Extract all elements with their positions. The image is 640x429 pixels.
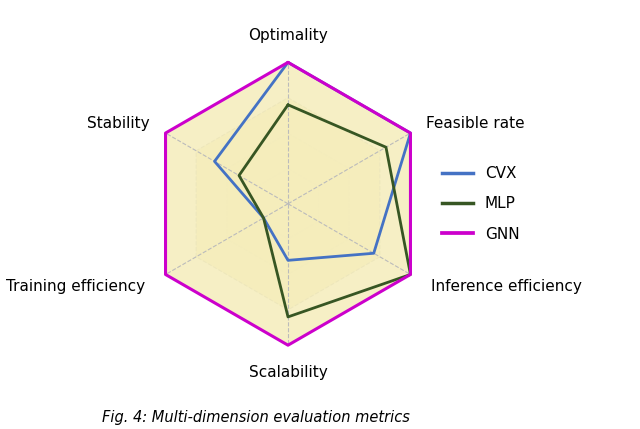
Text: Stability: Stability xyxy=(87,116,150,131)
Text: Training efficiency: Training efficiency xyxy=(6,279,145,294)
Text: Optimality: Optimality xyxy=(248,27,328,42)
Text: Scalability: Scalability xyxy=(248,365,328,380)
Polygon shape xyxy=(196,98,380,310)
Text: Inference efficiency: Inference efficiency xyxy=(431,279,582,294)
Legend: CVX, MLP, GNN: CVX, MLP, GNN xyxy=(436,160,525,248)
Polygon shape xyxy=(227,133,349,275)
Text: Fig. 4: Multi-dimension evaluation metrics: Fig. 4: Multi-dimension evaluation metri… xyxy=(102,410,410,425)
Text: Feasible rate: Feasible rate xyxy=(426,116,525,131)
Polygon shape xyxy=(166,62,410,345)
Polygon shape xyxy=(257,169,319,239)
